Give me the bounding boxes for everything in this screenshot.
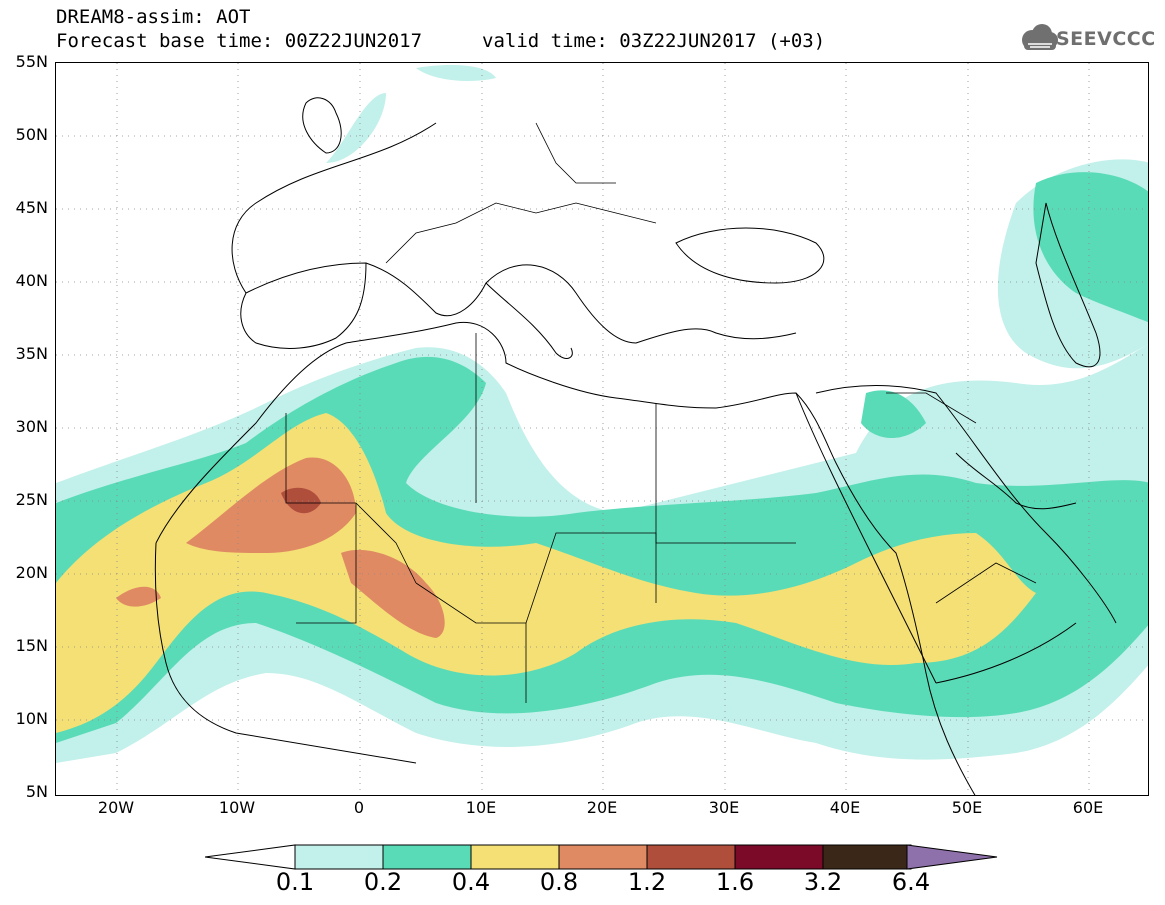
borders [285,122,1037,703]
colorbar-under-arrow [205,844,296,870]
aot-colorbar [205,844,998,870]
aot-band-1.2 [281,487,321,514]
colorbar-segment-0.8 [558,844,648,870]
lat-label-40n: 40N [15,271,48,290]
colorbar-label-1.2: 1.2 [627,868,667,896]
lon-label-20e: 20E [586,798,618,817]
aot-map-canvas [56,63,1148,795]
lon-label-50e: 50E [951,798,983,817]
lat-label-10n: 10N [15,709,48,728]
coastlines [154,97,1117,795]
colorbar-label-0.8: 0.8 [539,868,579,896]
lon-label-40e: 40E [829,798,861,817]
aot-map [55,62,1149,796]
lon-label-10e: 10E [465,798,497,817]
seevccc-logo [1022,24,1058,50]
aot-band-0.8 [186,457,356,553]
aot-field [56,65,1148,763]
colorbar-label-0.1: 0.1 [275,868,315,896]
colorbar-label-0.4: 0.4 [451,868,491,896]
forecast-base-time: Forecast base time: 00Z22JUN2017 [56,30,423,52]
lon-label-60e: 60E [1072,798,1104,817]
lat-label-30n: 30N [15,417,48,436]
valid-time: valid time: 03Z22JUN2017 (+03) [482,30,826,52]
lat-label-15n: 15N [15,636,48,655]
logo-text: SEEVCCC [1056,28,1156,50]
map-title: DREAM8-assim: AOT [56,6,251,28]
colorbar-label-6.4: 6.4 [891,868,931,896]
cloud-logo-icon [1022,24,1058,50]
colorbar-over-arrow [906,844,998,870]
colorbar-segment-1.2 [646,844,736,870]
aot-band-0.1-europe [326,93,386,163]
lon-label-20w: 20W [97,798,135,817]
colorbar-segment-0.1 [294,844,384,870]
colorbar-segment-3.2 [822,844,912,870]
lat-label-55n: 55N [15,52,48,71]
colorbar-segment-0.4 [470,844,560,870]
lat-lon-grid [56,63,1148,795]
lat-label-35n: 35N [15,344,48,363]
colorbar-segment-1.6 [734,844,824,870]
lon-label-30e: 30E [708,798,740,817]
colorbar-segment-0.2 [382,844,472,870]
colorbar-label-1.6: 1.6 [715,868,755,896]
colorbar-label-0.2: 0.2 [363,868,403,896]
lon-label-10w: 10W [218,798,256,817]
lat-label-45n: 45N [15,198,48,217]
lat-label-50n: 50N [15,125,48,144]
lat-label-20n: 20N [15,563,48,582]
colorbar-label-3.2: 3.2 [803,868,843,896]
lon-label-0: 0 [353,798,365,817]
lat-label-5n: 5N [25,782,48,801]
lat-label-25n: 25N [15,490,48,509]
